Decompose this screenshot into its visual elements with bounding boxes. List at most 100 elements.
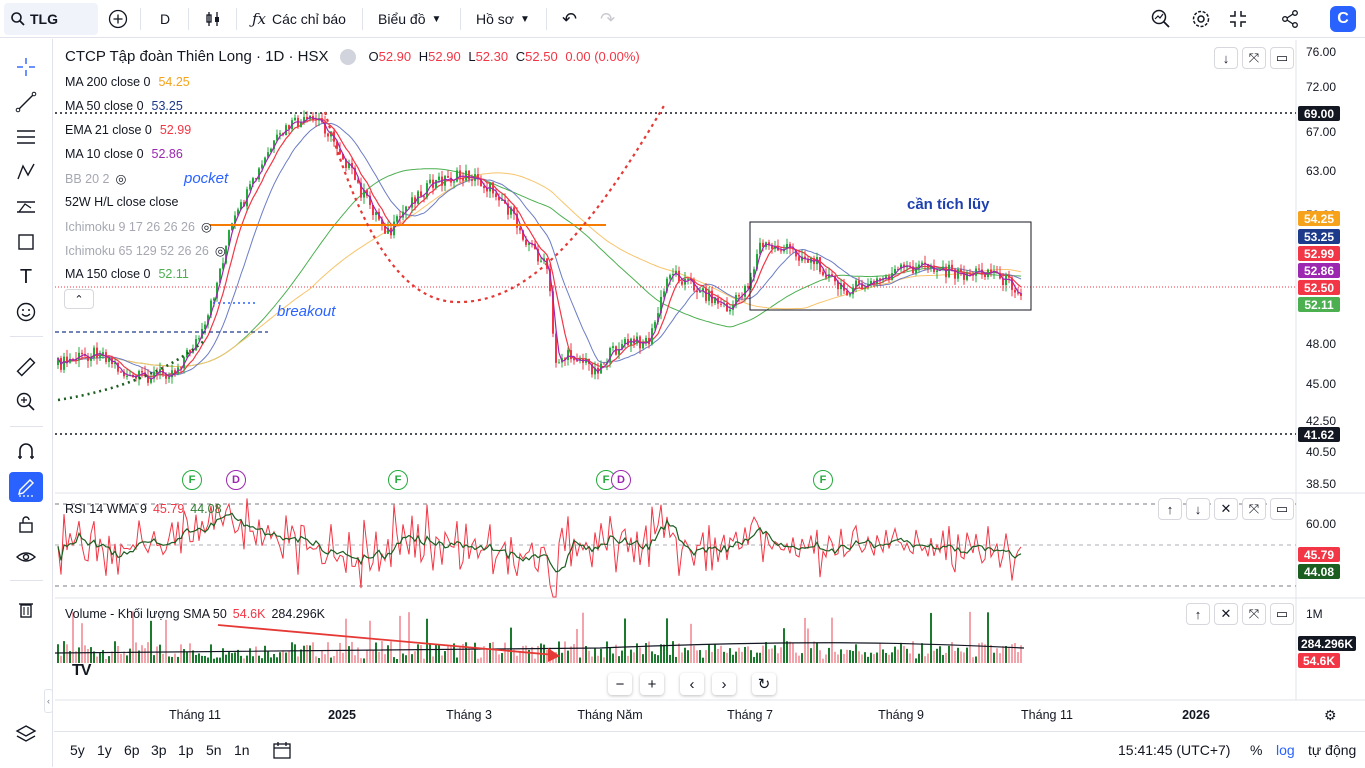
volume-maximize-button[interactable]: ⤧	[1242, 603, 1266, 625]
volume-close-button[interactable]: ✕	[1214, 603, 1238, 625]
share-button[interactable]	[1280, 0, 1300, 38]
indicators-button[interactable]: ƒx Các chỉ báo	[252, 0, 346, 38]
legend-name: Ichimoku 65 129 52 26 26	[65, 243, 209, 258]
drawing-mode-tool[interactable]	[9, 472, 43, 502]
pattern-tool[interactable]	[9, 157, 43, 187]
legend-item[interactable]: EMA 21 close 0 52.99	[65, 123, 191, 137]
rsi-settings-button[interactable]: ▭	[1270, 498, 1294, 520]
fib-tool[interactable]	[9, 122, 43, 152]
clock-time[interactable]: 15:41:45 (UTC+7)	[1118, 742, 1231, 758]
candle-body	[72, 358, 74, 360]
legend-item[interactable]: MA 50 close 0 53.25	[65, 99, 183, 113]
zoom-in-button[interactable]: +	[640, 673, 664, 695]
tradingview-logo[interactable]: TV	[72, 662, 91, 679]
volume-bar	[642, 654, 644, 663]
rsi-move-down-button[interactable]: ↓	[1186, 498, 1210, 520]
rsi-name[interactable]: RSI 14 WMA 9	[65, 502, 147, 516]
eye-hidden-icon[interactable]: ◎	[200, 220, 212, 234]
magnet-tool[interactable]	[9, 437, 43, 467]
range-button-1y[interactable]: 1y	[97, 742, 112, 758]
volume-name[interactable]: Volume - Khối lượng SMA 50	[65, 607, 227, 621]
range-button-1n[interactable]: 1n	[234, 742, 250, 758]
dividend-event-marker[interactable]: D	[611, 470, 631, 490]
undo-button[interactable]: ↶	[562, 0, 577, 38]
range-button-6p[interactable]: 6p	[124, 742, 140, 758]
volume-bar	[354, 655, 356, 663]
volume-bar	[780, 647, 782, 663]
candle-body	[261, 164, 263, 169]
candle-body	[468, 170, 470, 180]
quick-search-button[interactable]	[1150, 0, 1172, 38]
chart-type-button[interactable]	[204, 0, 222, 38]
range-button-5y[interactable]: 5y	[70, 742, 85, 758]
legend-item[interactable]: MA 10 close 0 52.86	[65, 147, 183, 161]
dividend-event-marker[interactable]: D	[226, 470, 246, 490]
collapse-sidebar-button[interactable]: ‹	[44, 689, 53, 713]
fullscreen-button[interactable]	[1228, 0, 1248, 38]
crosshair-tool[interactable]	[9, 52, 43, 82]
pane-settings-button[interactable]: ▭	[1270, 47, 1294, 69]
percent-scale-button[interactable]: %	[1250, 742, 1263, 758]
visibility-tool[interactable]	[9, 542, 43, 572]
volume-bar	[579, 657, 581, 663]
legend-item[interactable]: 52W H/L close close	[65, 195, 178, 209]
auto-scale-button[interactable]: tự động	[1308, 742, 1357, 758]
lock-tool[interactable]	[9, 509, 43, 539]
add-symbol-button[interactable]	[108, 0, 128, 38]
legend-item[interactable]: BB 20 2 ◎	[65, 171, 127, 187]
maximize-pane-button[interactable]: ⤧	[1242, 47, 1266, 69]
eye-hidden-icon[interactable]: ◎	[115, 172, 127, 186]
volume-bar	[813, 641, 815, 663]
legend-item[interactable]: Ichimoku 9 17 26 26 26 ◎	[65, 219, 212, 235]
candle-body	[66, 356, 68, 363]
chart-menu-button[interactable]: Biểu đồ ▼	[378, 0, 441, 38]
financials-event-marker[interactable]: F	[388, 470, 408, 490]
rsi-move-up-button[interactable]: ↑	[1158, 498, 1182, 520]
projection-tool[interactable]	[9, 192, 43, 222]
collapse-legend-button[interactable]: ⌃	[64, 289, 94, 309]
range-button-1p[interactable]: 1p	[178, 742, 194, 758]
app-logo[interactable]: C	[1330, 0, 1356, 38]
legend-item[interactable]: MA 200 close 0 54.25	[65, 75, 190, 89]
profile-menu-button[interactable]: Hồ sơ ▼	[476, 0, 530, 38]
object-tree-button[interactable]	[9, 719, 43, 749]
settings-button[interactable]	[1190, 0, 1212, 38]
rsi-close-button[interactable]: ✕	[1214, 498, 1238, 520]
emoji-tool[interactable]	[9, 297, 43, 327]
text-tool[interactable]: T	[9, 262, 43, 292]
eye-hidden-icon[interactable]: ◎	[214, 244, 226, 258]
shape-tool[interactable]	[9, 227, 43, 257]
measure-tool[interactable]	[9, 352, 43, 382]
rsi-maximize-button[interactable]: ⤧	[1242, 498, 1266, 520]
scroll-left-button[interactable]: ‹	[680, 673, 704, 695]
financials-event-marker[interactable]: F	[813, 470, 833, 490]
cup-pattern	[323, 103, 666, 304]
chart-title[interactable]: CTCP Tập đoàn Thiên Long · 1D · HSX	[65, 48, 329, 65]
log-scale-button[interactable]: log	[1276, 742, 1295, 758]
volume-settings-button[interactable]: ▭	[1270, 603, 1294, 625]
symbol-search[interactable]: TLG	[4, 3, 98, 35]
delete-tool[interactable]	[9, 594, 43, 624]
range-button-3p[interactable]: 3p	[151, 742, 167, 758]
time-axis-settings-button[interactable]: ⚙	[1324, 707, 1337, 724]
legend-item[interactable]: Ichimoku 65 129 52 26 26 ◎	[65, 243, 226, 259]
reset-chart-button[interactable]: ↻	[752, 673, 776, 695]
volume-bar	[801, 653, 803, 663]
range-button-5n[interactable]: 5n	[206, 742, 222, 758]
volume-bar	[633, 652, 635, 663]
volume-bar	[471, 650, 473, 663]
move-down-button[interactable]: ↓	[1214, 47, 1238, 69]
legend-item[interactable]: MA 150 close 0 52.11	[65, 267, 189, 281]
zoom-out-button[interactable]: −	[608, 673, 632, 695]
volume-move-up-button[interactable]: ↑	[1186, 603, 1210, 625]
financials-event-marker[interactable]: F	[182, 470, 202, 490]
volume-bar	[264, 645, 266, 663]
trendline-tool[interactable]	[9, 87, 43, 117]
volume-bar	[966, 647, 968, 663]
interval-button[interactable]: D	[160, 0, 170, 38]
scroll-right-button[interactable]: ›	[712, 673, 736, 695]
date-range-button[interactable]	[272, 732, 292, 768]
zoom-tool[interactable]	[9, 387, 43, 417]
redo-button[interactable]: ↷	[600, 0, 615, 38]
